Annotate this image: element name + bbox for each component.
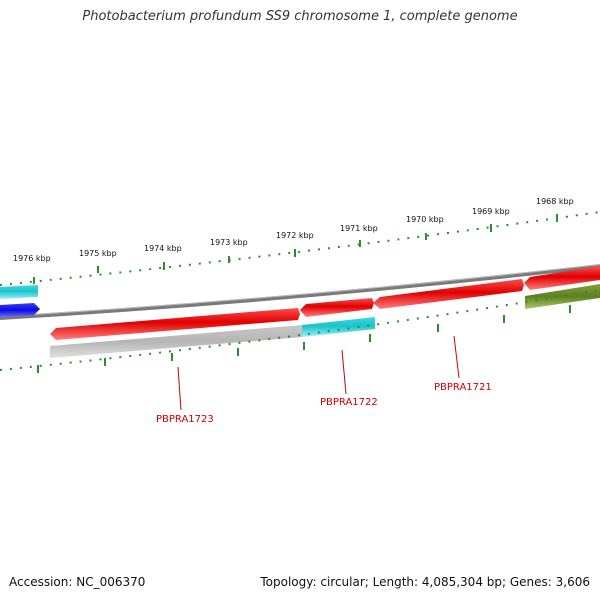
scale-label-1968: 1968 kbp: [536, 197, 574, 206]
map-title: Photobacterium profundum SS9 chromosome …: [82, 9, 518, 24]
scale-label-1970: 1970 kbp: [406, 215, 444, 224]
gene-cyan-lower[interactable]: [302, 317, 375, 337]
gene-cyan-left[interactable]: [0, 285, 38, 299]
upper-scale-dots: [0, 211, 600, 286]
scale-label-1973: 1973 kbp: [210, 238, 248, 247]
lower-scale-dots: [0, 289, 600, 371]
accession-text: Accession: NC_006370: [9, 575, 146, 589]
gene-label-PBPRA1723[interactable]: PBPRA1723: [156, 414, 214, 425]
scale-label-1969: 1969 kbp: [472, 207, 510, 216]
gene-PBPRA1721-red[interactable]: [373, 279, 524, 309]
scale-label-1972: 1972 kbp: [276, 231, 314, 240]
gene-label-PBPRA1721[interactable]: PBPRA1721: [434, 382, 492, 393]
label-line-PBPRA1723: [177, 366, 182, 411]
scale-label-1971: 1971 kbp: [340, 224, 378, 233]
genome-summary-text: Topology: circular; Length: 4,085,304 bp…: [260, 575, 590, 589]
gene-blue-left[interactable]: [0, 303, 40, 317]
label-line-PBPRA1722: [341, 349, 347, 395]
gene-PBPRA1723-red[interactable]: [50, 308, 300, 340]
scale-label-1975: 1975 kbp: [79, 249, 117, 258]
label-line-PBPRA1721: [453, 335, 460, 379]
gene-label-PBPRA1722[interactable]: PBPRA1722: [320, 397, 378, 408]
gene-PBPRA1722-red[interactable]: [300, 298, 374, 317]
gene-red-right[interactable]: [524, 266, 600, 290]
scale-label-1974: 1974 kbp: [144, 244, 182, 253]
genome-backbone: [0, 264, 600, 320]
gene-gray-lower[interactable]: [50, 325, 302, 358]
lower-scale-ticks: [37, 305, 571, 373]
gene-olive-right[interactable]: [525, 284, 600, 309]
scale-label-1976: 1976 kbp: [13, 254, 51, 263]
